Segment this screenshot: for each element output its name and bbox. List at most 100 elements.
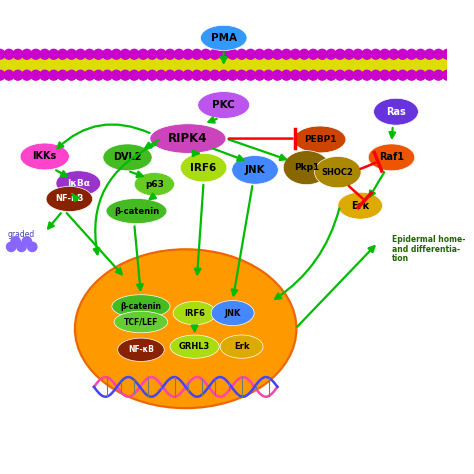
Text: p63: p63 bbox=[145, 180, 164, 189]
Text: IRF6: IRF6 bbox=[191, 163, 217, 173]
Ellipse shape bbox=[74, 248, 298, 409]
Circle shape bbox=[156, 70, 166, 80]
Circle shape bbox=[291, 70, 300, 80]
Circle shape bbox=[6, 241, 17, 252]
Circle shape bbox=[76, 70, 85, 80]
Circle shape bbox=[174, 70, 184, 80]
Text: Raf1: Raf1 bbox=[379, 152, 404, 163]
Circle shape bbox=[120, 49, 130, 59]
Ellipse shape bbox=[114, 311, 168, 333]
Circle shape bbox=[326, 70, 336, 80]
Ellipse shape bbox=[173, 301, 216, 325]
Circle shape bbox=[219, 49, 228, 59]
Circle shape bbox=[237, 49, 246, 59]
Circle shape bbox=[27, 241, 37, 252]
Circle shape bbox=[31, 70, 41, 80]
Circle shape bbox=[273, 49, 283, 59]
Text: IKKs: IKKs bbox=[33, 152, 57, 162]
Circle shape bbox=[291, 49, 300, 59]
Text: IRF6: IRF6 bbox=[184, 309, 205, 318]
Text: Epidermal home-: Epidermal home- bbox=[392, 235, 465, 244]
Text: TCF/LEF: TCF/LEF bbox=[124, 318, 158, 327]
Circle shape bbox=[228, 70, 237, 80]
Text: Erk: Erk bbox=[234, 342, 249, 351]
Text: DVL2: DVL2 bbox=[113, 152, 142, 163]
Ellipse shape bbox=[106, 199, 167, 224]
Circle shape bbox=[264, 70, 273, 80]
Circle shape bbox=[210, 70, 219, 80]
Circle shape bbox=[443, 70, 452, 80]
Circle shape bbox=[210, 49, 219, 59]
Ellipse shape bbox=[374, 98, 419, 125]
Text: NF-κB: NF-κB bbox=[55, 194, 83, 203]
Text: tion: tion bbox=[392, 255, 409, 264]
Circle shape bbox=[416, 49, 426, 59]
Ellipse shape bbox=[56, 171, 100, 196]
Bar bbox=[0, 51, 447, 78]
Circle shape bbox=[300, 70, 309, 80]
Circle shape bbox=[16, 241, 27, 252]
Circle shape bbox=[84, 70, 94, 80]
Circle shape bbox=[201, 49, 211, 59]
Circle shape bbox=[49, 70, 59, 80]
Circle shape bbox=[13, 49, 23, 59]
Ellipse shape bbox=[170, 335, 219, 358]
Circle shape bbox=[237, 70, 246, 80]
Circle shape bbox=[300, 49, 309, 59]
Circle shape bbox=[344, 70, 354, 80]
Circle shape bbox=[380, 70, 390, 80]
Circle shape bbox=[443, 49, 452, 59]
Circle shape bbox=[255, 49, 264, 59]
Circle shape bbox=[380, 49, 390, 59]
Circle shape bbox=[111, 70, 121, 80]
Text: β-catenin: β-catenin bbox=[114, 207, 159, 216]
Circle shape bbox=[371, 70, 381, 80]
Ellipse shape bbox=[112, 295, 170, 318]
Circle shape bbox=[425, 70, 435, 80]
Circle shape bbox=[58, 49, 68, 59]
Circle shape bbox=[31, 49, 41, 59]
Circle shape bbox=[219, 70, 228, 80]
Text: PMA: PMA bbox=[211, 33, 237, 43]
Circle shape bbox=[273, 70, 283, 80]
Ellipse shape bbox=[294, 126, 346, 153]
Ellipse shape bbox=[118, 338, 164, 361]
Circle shape bbox=[183, 70, 193, 80]
Ellipse shape bbox=[211, 301, 254, 326]
Ellipse shape bbox=[180, 153, 227, 182]
Circle shape bbox=[129, 49, 139, 59]
Circle shape bbox=[22, 49, 32, 59]
Circle shape bbox=[335, 70, 345, 80]
Circle shape bbox=[326, 49, 336, 59]
Circle shape bbox=[0, 49, 5, 59]
Text: graded: graded bbox=[8, 230, 35, 239]
Circle shape bbox=[362, 49, 372, 59]
Text: Pkp1: Pkp1 bbox=[294, 163, 319, 172]
Circle shape bbox=[4, 49, 14, 59]
Circle shape bbox=[102, 70, 112, 80]
Circle shape bbox=[282, 49, 292, 59]
Ellipse shape bbox=[103, 144, 152, 171]
Circle shape bbox=[308, 49, 318, 59]
Ellipse shape bbox=[150, 124, 226, 153]
Circle shape bbox=[93, 49, 103, 59]
Text: PKC: PKC bbox=[212, 100, 235, 110]
Text: IκBα: IκBα bbox=[67, 179, 90, 188]
Text: PEBP1: PEBP1 bbox=[304, 135, 336, 144]
Ellipse shape bbox=[338, 192, 383, 219]
Ellipse shape bbox=[76, 250, 295, 407]
Circle shape bbox=[246, 49, 255, 59]
Circle shape bbox=[49, 49, 59, 59]
Circle shape bbox=[13, 70, 23, 80]
Circle shape bbox=[84, 49, 94, 59]
Circle shape bbox=[0, 70, 5, 80]
Circle shape bbox=[147, 70, 157, 80]
Circle shape bbox=[246, 70, 255, 80]
Text: Erk: Erk bbox=[351, 201, 369, 210]
Ellipse shape bbox=[134, 173, 174, 196]
Circle shape bbox=[22, 70, 32, 80]
Circle shape bbox=[111, 49, 121, 59]
Text: NF-κB: NF-κB bbox=[128, 345, 154, 354]
Circle shape bbox=[93, 70, 103, 80]
Circle shape bbox=[120, 70, 130, 80]
